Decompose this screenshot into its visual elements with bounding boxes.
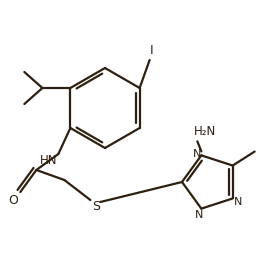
Text: HN: HN — [39, 154, 57, 166]
Text: O: O — [8, 194, 18, 207]
Text: H₂N: H₂N — [194, 125, 216, 138]
Text: N: N — [193, 149, 202, 159]
Text: N: N — [234, 197, 242, 207]
Text: I: I — [150, 45, 153, 58]
Text: N: N — [195, 210, 204, 220]
Text: S: S — [92, 199, 100, 212]
